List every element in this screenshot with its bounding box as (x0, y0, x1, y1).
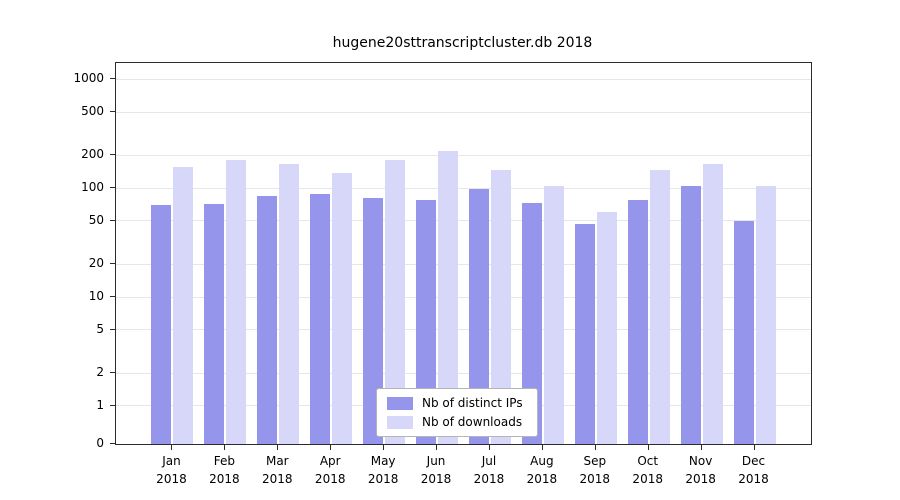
y-tick-mark (110, 328, 115, 330)
y-tick-label: 20 (88, 256, 104, 271)
y-tick-mark (110, 219, 115, 221)
y-tick-mark (110, 263, 115, 265)
y-tick-label: 200 (81, 147, 104, 162)
legend-item-downloads: Nb of downloads (387, 415, 523, 429)
y-tick-label: 1000 (73, 71, 104, 86)
x-tick-mark (700, 445, 702, 450)
x-tick-label: Oct 2018 (632, 454, 663, 486)
gridline (116, 220, 811, 222)
gridline (116, 154, 811, 156)
x-tick-mark (753, 445, 755, 450)
y-tick-mark (110, 154, 115, 156)
x-tick-label: Jul 2018 (473, 454, 505, 486)
y-tick-label: 0 (96, 436, 104, 450)
bar-downloads-oct (649, 169, 670, 444)
y-tick-label: 1 (96, 397, 104, 412)
legend-label-distinct-ips: Nb of distinct IPs (422, 396, 523, 410)
bar-downloads-mar (279, 163, 300, 444)
legend-swatch-distinct-ips (387, 396, 413, 410)
x-tick-label: Feb 2018 (209, 454, 240, 486)
x-axis: Jan 2018 Feb 2018 Mar 2018 Apr 2018 May 2018 Jun 20… (115, 445, 810, 493)
bar-downloads-dec (755, 186, 776, 444)
y-tick-label: 5 (96, 321, 104, 336)
chart-title: hugene20sttranscriptcluster.db 2018 (332, 35, 593, 51)
bar-distinct-ips-feb (204, 203, 225, 444)
x-tick-label: Sep 2018 (579, 454, 611, 486)
bar-downloads-feb (226, 160, 247, 444)
bar-distinct-ips-nov (680, 185, 701, 444)
bar-downloads-nov (702, 163, 723, 444)
bar-distinct-ips-jul (468, 189, 489, 444)
x-tick-mark (330, 445, 332, 450)
bar-downloads-aug (543, 185, 564, 444)
x-tick-mark (436, 445, 438, 450)
x-tick-mark (171, 445, 173, 450)
bar-distinct-ips-aug (521, 203, 542, 444)
plot-area: Nb of distinct IPs Nb of downloads (115, 62, 812, 445)
y-tick-mark (110, 443, 115, 444)
legend-item-distinct-ips: Nb of distinct IPs (387, 396, 523, 410)
legend-swatch-downloads (387, 415, 413, 429)
y-tick-mark (110, 372, 115, 374)
y-tick-label: 50 (88, 212, 104, 227)
gridline (116, 329, 811, 331)
y-tick-mark (110, 187, 115, 189)
bar-distinct-ips-sep (574, 223, 595, 444)
x-tick-mark (594, 445, 596, 450)
bar-downloads-jan (173, 167, 194, 444)
bar-distinct-ips-apr (310, 194, 331, 444)
gridline (116, 372, 811, 374)
bar-downloads-may (385, 160, 406, 444)
x-tick-mark (488, 445, 490, 450)
y-tick-mark (110, 404, 115, 406)
y-axis: 0 1 2 5 10 20 50 100 200 500 1000 (40, 62, 115, 450)
bar-downloads-jul (490, 169, 511, 444)
x-tick-mark (224, 445, 226, 450)
bar-distinct-ips-dec (733, 220, 754, 444)
x-tick-label: Mar 2018 (262, 454, 293, 486)
y-tick-label: 2 (96, 365, 104, 380)
bar-downloads-apr (332, 172, 353, 444)
bar-distinct-ips-jan (151, 205, 172, 444)
bar-downloads-jun (438, 150, 459, 444)
x-tick-mark (541, 445, 543, 450)
x-tick-mark (277, 445, 279, 450)
y-tick-label: 10 (88, 289, 104, 304)
x-tick-mark (647, 445, 649, 450)
legend-label-downloads: Nb of downloads (422, 415, 523, 429)
x-tick-label: Jan 2018 (156, 454, 187, 486)
y-tick-mark (110, 111, 115, 113)
bar-distinct-ips-mar (257, 195, 278, 444)
y-tick-label: 100 (81, 180, 104, 195)
y-tick-mark (110, 296, 115, 298)
gridline (116, 263, 811, 265)
gridline (116, 78, 811, 80)
gridline (116, 296, 811, 298)
x-tick-label: Jun 2018 (420, 454, 452, 486)
bar-distinct-ips-may (363, 197, 384, 444)
y-tick-mark (110, 78, 115, 80)
bar-distinct-ips-jun (416, 199, 437, 444)
x-tick-label: Aug 2018 (526, 454, 558, 486)
x-tick-mark (383, 445, 385, 450)
y-tick-label: 500 (81, 104, 104, 119)
x-tick-label: May 2018 (367, 454, 399, 486)
legend: Nb of distinct IPs Nb of downloads (376, 388, 538, 437)
bar-downloads-sep (596, 212, 617, 444)
x-tick-label: Dec 2018 (738, 454, 769, 486)
gridline (116, 111, 811, 113)
x-tick-label: Apr 2018 (314, 454, 346, 486)
x-tick-label: Nov 2018 (685, 454, 716, 486)
bar-distinct-ips-oct (627, 199, 648, 444)
gridline (116, 187, 811, 189)
